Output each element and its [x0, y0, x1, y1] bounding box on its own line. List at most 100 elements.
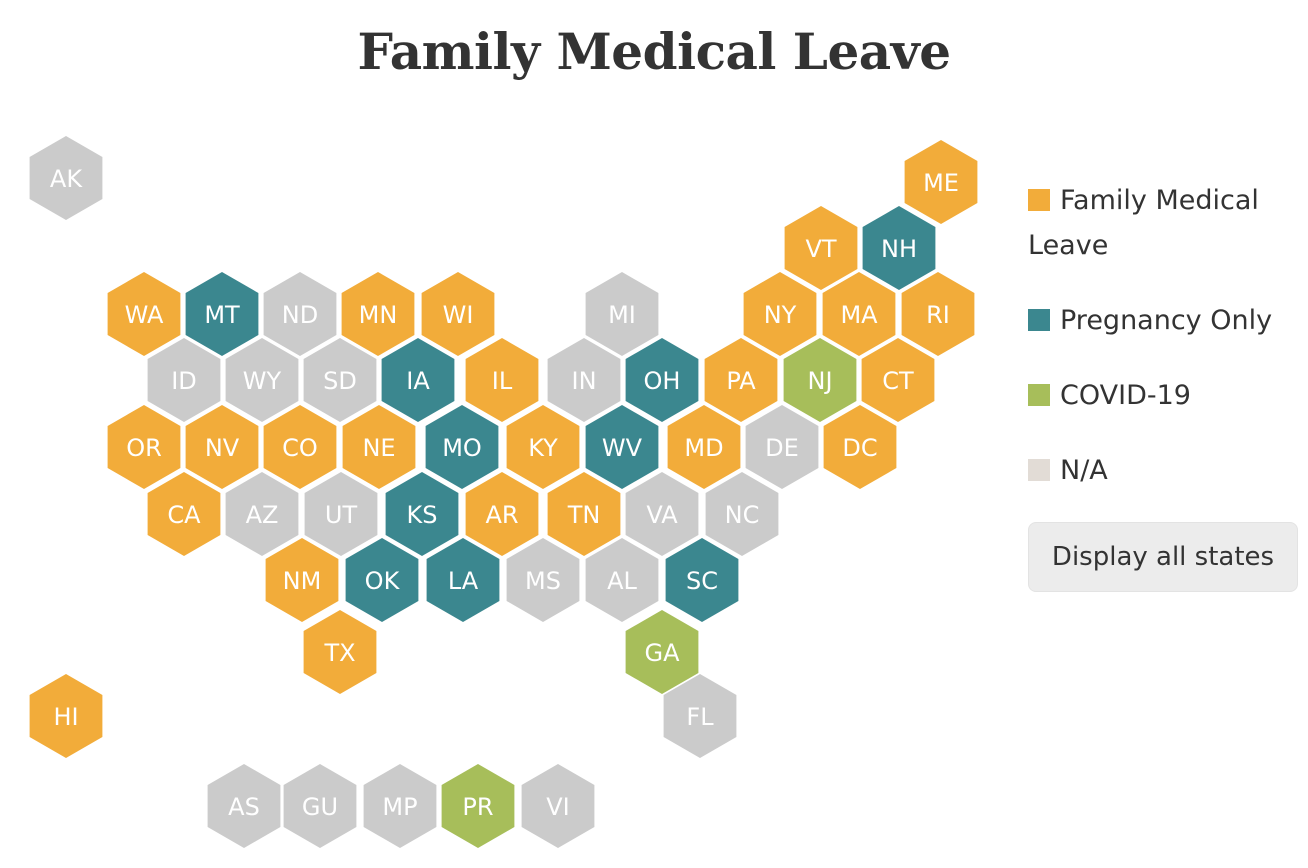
hex-shape	[107, 405, 181, 489]
hex-tile-mi[interactable]: MI	[585, 272, 659, 356]
hex-tile-ia[interactable]: IA	[381, 338, 455, 422]
hex-tile-ga[interactable]: GA	[625, 610, 699, 694]
hex-tile-pa[interactable]: PA	[704, 338, 778, 422]
legend-label: Pregnancy Only	[1060, 305, 1273, 336]
hex-shape	[341, 272, 415, 356]
hex-tile-va[interactable]: VA	[625, 472, 699, 556]
hex-tile-nd[interactable]: ND	[263, 272, 337, 356]
legend-item-pregnancy-only[interactable]: Pregnancy Only	[1028, 298, 1298, 343]
hex-tile-ms[interactable]: MS	[506, 538, 580, 622]
hex-tile-az[interactable]: AZ	[225, 472, 299, 556]
hex-tile-me[interactable]: ME	[904, 140, 978, 224]
hex-label: OK	[365, 567, 401, 595]
hex-label: AL	[607, 567, 637, 595]
hex-tile-ar[interactable]: AR	[465, 472, 539, 556]
hex-label: AS	[228, 793, 260, 821]
hex-label: GA	[644, 639, 680, 667]
legend-item-family-medical-leave[interactable]: Family Medical Leave	[1028, 178, 1298, 268]
hex-tile-mp[interactable]: MP	[363, 764, 437, 848]
hex-label: FL	[686, 703, 714, 731]
hex-shape	[547, 472, 621, 556]
hex-label: ME	[923, 169, 959, 197]
hex-shape	[904, 140, 978, 224]
hex-tile-nh[interactable]: NH	[862, 206, 936, 290]
hex-tile-md[interactable]: MD	[667, 405, 741, 489]
hex-shape	[745, 405, 819, 489]
hex-tile-ak[interactable]: AK	[29, 136, 103, 220]
legend-item-na[interactable]: N/A	[1028, 448, 1298, 493]
hex-shape	[345, 538, 419, 622]
hex-tile-de[interactable]: DE	[745, 405, 819, 489]
hex-tile-fl[interactable]: FL	[663, 674, 737, 758]
hex-label: GU	[302, 793, 338, 821]
hex-tile-as[interactable]: AS	[207, 764, 281, 848]
hex-tile-co[interactable]: CO	[263, 405, 337, 489]
hex-label: NE	[362, 434, 395, 462]
hex-shape	[625, 610, 699, 694]
hex-label: LA	[448, 567, 479, 595]
legend-label: Family Medical Leave	[1028, 185, 1259, 261]
hex-tile-mt[interactable]: MT	[185, 272, 259, 356]
hex-label: WV	[602, 434, 643, 462]
hex-tile-vi[interactable]: VI	[521, 764, 595, 848]
hex-tile-ut[interactable]: UT	[304, 472, 378, 556]
hex-label: NY	[764, 301, 797, 329]
display-all-states-button[interactable]: Display all states	[1028, 522, 1298, 592]
hex-label: WI	[443, 301, 474, 329]
hex-tile-ny[interactable]: NY	[743, 272, 817, 356]
hex-tile-ri[interactable]: RI	[901, 272, 975, 356]
hex-tile-tn[interactable]: TN	[547, 472, 621, 556]
hex-label: VA	[646, 501, 678, 529]
hex-tile-ma[interactable]: MA	[822, 272, 896, 356]
hex-tile-nj[interactable]: NJ	[783, 338, 857, 422]
hex-label: MD	[684, 434, 723, 462]
hex-tile-mn[interactable]: MN	[341, 272, 415, 356]
hex-tile-vt[interactable]: VT	[784, 206, 858, 290]
hex-label: DE	[765, 434, 799, 462]
hex-shape	[185, 405, 259, 489]
hex-shape	[663, 674, 737, 758]
legend-label: COVID-19	[1060, 380, 1191, 411]
hex-tile-ne[interactable]: NE	[342, 405, 416, 489]
hex-shape	[585, 538, 659, 622]
hex-label: NM	[283, 567, 322, 595]
hex-tile-dc[interactable]: DC	[823, 405, 897, 489]
hex-tile-id[interactable]: ID	[147, 338, 221, 422]
hex-tile-oh[interactable]: OH	[625, 338, 699, 422]
hex-tile-wa[interactable]: WA	[107, 272, 181, 356]
hex-tile-tx[interactable]: TX	[303, 610, 377, 694]
hex-shape	[263, 405, 337, 489]
hex-tile-hi[interactable]: HI	[29, 674, 103, 758]
hex-shape	[506, 405, 580, 489]
hex-tile-nv[interactable]: NV	[185, 405, 259, 489]
hex-tile-wi[interactable]: WI	[421, 272, 495, 356]
hex-tile-or[interactable]: OR	[107, 405, 181, 489]
hex-tile-mo[interactable]: MO	[425, 405, 499, 489]
hex-tile-la[interactable]: LA	[426, 538, 500, 622]
hex-tile-ca[interactable]: CA	[147, 472, 221, 556]
hex-tile-nc[interactable]: NC	[705, 472, 779, 556]
hex-tile-il[interactable]: IL	[465, 338, 539, 422]
hex-tile-al[interactable]: AL	[585, 538, 659, 622]
hex-tile-nm[interactable]: NM	[265, 538, 339, 622]
hex-tile-sd[interactable]: SD	[303, 338, 377, 422]
hex-tile-ks[interactable]: KS	[385, 472, 459, 556]
hex-label: PA	[726, 367, 756, 395]
hex-tile-sc[interactable]: SC	[665, 538, 739, 622]
hex-shape	[521, 764, 595, 848]
hex-label: VT	[805, 235, 836, 263]
hex-shape	[784, 206, 858, 290]
hex-tile-wy[interactable]: WY	[225, 338, 299, 422]
legend-swatch-pregnancy-only	[1028, 309, 1050, 331]
hex-tile-wv[interactable]: WV	[585, 405, 659, 489]
hex-shape	[465, 338, 539, 422]
legend-item-covid-19[interactable]: COVID-19	[1028, 373, 1298, 418]
hex-tile-ky[interactable]: KY	[506, 405, 580, 489]
hex-label: KY	[528, 434, 558, 462]
hex-tile-gu[interactable]: GU	[283, 764, 357, 848]
hex-tile-ok[interactable]: OK	[345, 538, 419, 622]
hex-label: MI	[608, 301, 636, 329]
hex-tile-pr[interactable]: PR	[441, 764, 515, 848]
hex-tile-in[interactable]: IN	[547, 338, 621, 422]
hex-tile-ct[interactable]: CT	[861, 338, 935, 422]
